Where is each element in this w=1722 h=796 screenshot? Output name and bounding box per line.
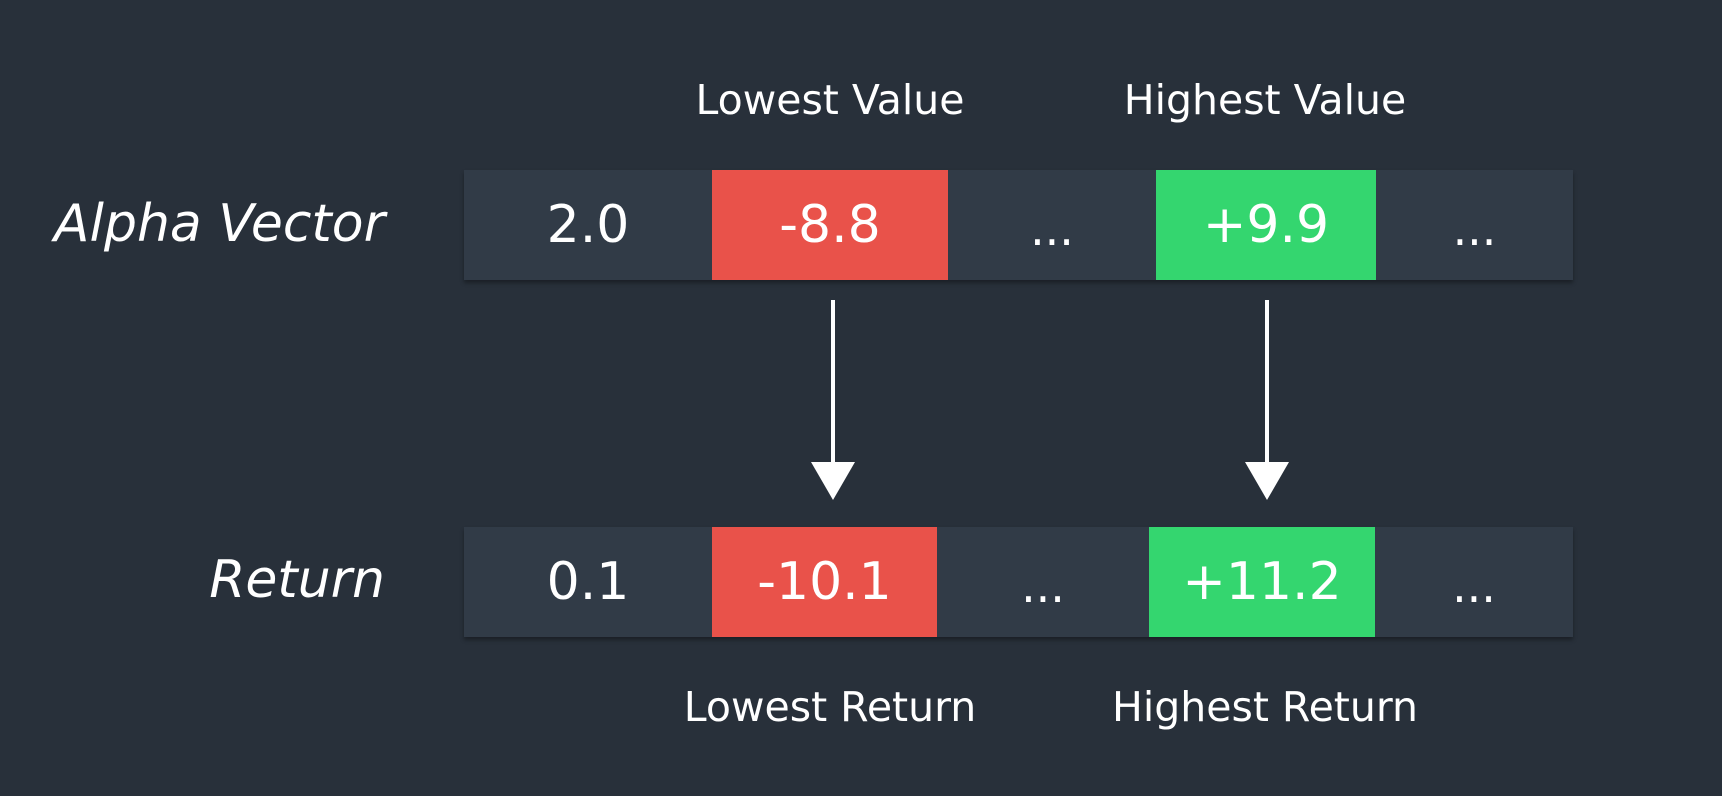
alpha-ellipsis-cell: ... (1452, 202, 1497, 256)
alpha-vector-bar: 2.0 -8.8 ... +9.9 ... (464, 170, 1573, 280)
lowest-value-label: Lowest Value (695, 76, 965, 124)
down-arrow-icon (811, 300, 855, 500)
alpha-ellipsis-cell: ... (1030, 202, 1074, 256)
return-bar: 0.1 -10.1 ... +11.2 ... (464, 527, 1573, 637)
return-label: Return (209, 550, 385, 610)
down-arrow-icon (1245, 300, 1289, 500)
alpha-lowest-cell: -8.8 (712, 170, 948, 280)
alpha-cell: 2.0 (546, 195, 630, 255)
highest-value-label: Highest Value (1123, 76, 1407, 124)
lowest-return-label: Lowest Return (683, 683, 977, 731)
alpha-highest-cell: +9.9 (1156, 170, 1376, 280)
return-ellipsis-cell: ... (1452, 559, 1496, 613)
highest-return-label: Highest Return (1112, 683, 1418, 731)
return-ellipsis-cell: ... (1021, 559, 1065, 613)
return-highest-cell: +11.2 (1149, 527, 1375, 637)
alpha-vector-label: Alpha Vector (53, 194, 385, 254)
return-cell: 0.1 (546, 552, 630, 612)
return-lowest-cell: -10.1 (712, 527, 937, 637)
